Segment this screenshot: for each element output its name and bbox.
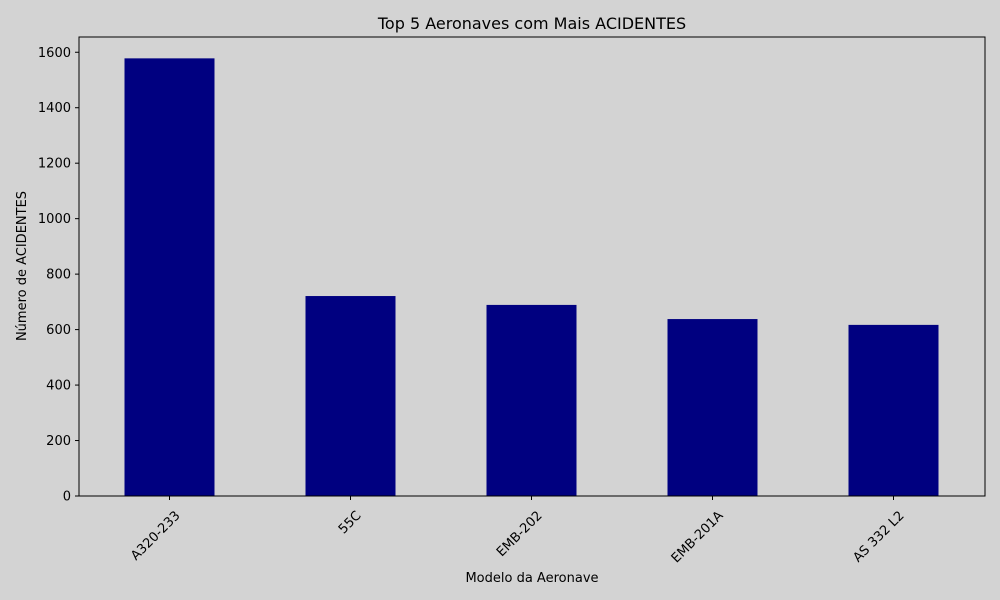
y-tick-label: 600: [46, 323, 71, 338]
x-tick-label: 55C: [336, 508, 365, 537]
y-axis-label: Número de ACIDENTES: [15, 191, 30, 341]
bar-emb-202: [486, 304, 577, 496]
x-tick-label: EMB-201A: [669, 508, 727, 566]
bar-55c: [305, 296, 396, 496]
bar-emb-201a: [667, 319, 758, 496]
x-axis-ticks: A320-233 55C EMB-202 EMB-201A AS 332 L2: [128, 496, 908, 566]
y-tick-label: 1200: [38, 157, 71, 172]
x-axis-label: Modelo da Aeronave: [465, 571, 598, 586]
y-tick-label: 1600: [38, 46, 71, 61]
y-tick-label: 400: [46, 379, 71, 394]
chart-title: Top 5 Aeronaves com Mais ACIDENTES: [377, 14, 686, 33]
y-tick-label: 800: [46, 268, 71, 283]
bar-a320-233: [124, 58, 215, 496]
x-tick-label: AS 332 L2: [850, 508, 907, 565]
y-tick-label: 1000: [38, 212, 71, 227]
y-axis-ticks: 0 200 400 600 800 1000 1200 1400 1600: [38, 46, 79, 505]
y-tick-label: 200: [46, 434, 71, 449]
x-tick-label: EMB-202: [494, 508, 546, 560]
y-tick-label: 0: [63, 490, 71, 505]
y-tick-label: 1400: [38, 101, 71, 116]
bars-group: [124, 58, 939, 496]
bar-as-332-l2: [848, 324, 939, 496]
x-tick-label: A320-233: [128, 508, 183, 563]
plot-area-frame: [78, 36, 986, 497]
